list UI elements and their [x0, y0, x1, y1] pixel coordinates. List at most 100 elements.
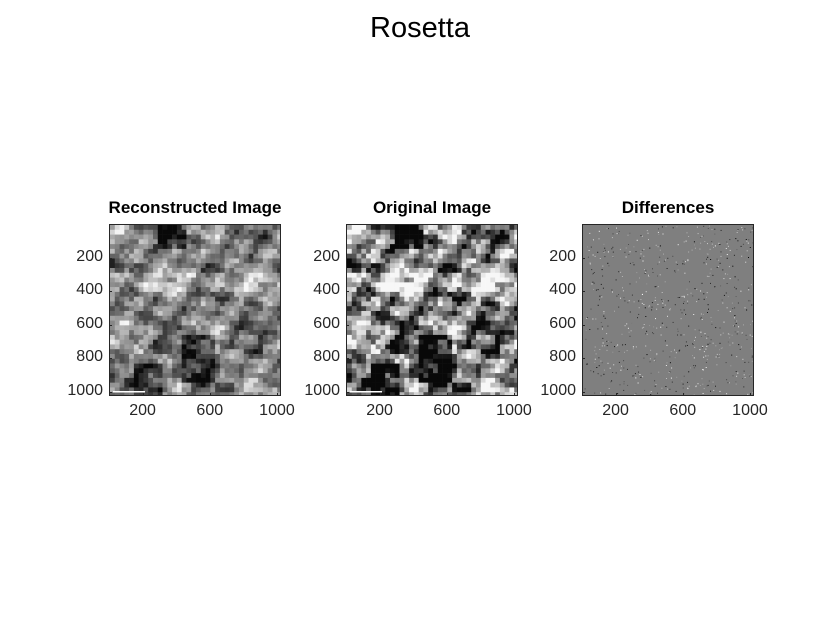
noise-pixel: [750, 284, 752, 286]
image-pixel: [172, 320, 178, 326]
image-pixel: [447, 272, 453, 278]
noise-pixel: [659, 274, 661, 276]
image-pixel: [267, 296, 273, 302]
image-pixel: [504, 320, 510, 326]
image-pixel: [476, 301, 482, 307]
noise-pixel: [704, 333, 706, 335]
image-pixel: [234, 306, 240, 312]
image-pixel: [129, 363, 135, 369]
noise-pixel: [738, 344, 740, 346]
image-pixel: [186, 253, 192, 259]
image-pixel: [114, 296, 120, 302]
image-pixel: [504, 296, 510, 302]
image-pixel: [499, 330, 505, 336]
image-pixel: [437, 225, 443, 231]
image-pixel: [428, 344, 434, 350]
image-pixel: [428, 282, 434, 288]
y-tick-mark: [346, 358, 349, 360]
image-pixel: [370, 263, 376, 269]
image-pixel: [456, 301, 462, 307]
noise-pixel: [597, 373, 599, 375]
image-pixel: [461, 277, 467, 283]
noise-pixel: [605, 393, 607, 395]
image-pixel: [181, 377, 187, 383]
image-pixel: [119, 363, 125, 369]
image-pixel: [347, 320, 353, 326]
noise-pixel: [635, 281, 637, 283]
image-pixel: [133, 320, 139, 326]
image-pixel: [186, 339, 192, 345]
noise-pixel: [723, 294, 725, 296]
image-pixel: [433, 382, 439, 388]
image-pixel: [390, 301, 396, 307]
image-pixel: [143, 311, 149, 317]
y-tick-label: 1000: [540, 381, 576, 399]
noise-pixel: [740, 245, 742, 247]
y-tick-label: 800: [549, 348, 576, 366]
image-pixel: [167, 392, 173, 395]
image-pixel: [114, 349, 120, 355]
noise-pixel: [710, 259, 712, 260]
image-pixel: [196, 229, 202, 235]
image-pixel: [176, 296, 182, 302]
image-pixel: [428, 325, 434, 331]
image-pixel: [476, 268, 482, 274]
noise-pixel: [707, 384, 709, 386]
image-pixel: [129, 339, 135, 345]
image-pixel: [504, 301, 510, 307]
noise-pixel: [750, 231, 752, 233]
image-pixel: [356, 344, 362, 350]
image-pixel: [466, 263, 472, 269]
image-pixel: [418, 248, 424, 254]
noise-pixel: [593, 272, 595, 273]
image-pixel: [514, 244, 517, 250]
image-pixel: [124, 325, 130, 331]
image-pixel: [466, 296, 472, 302]
image-pixel: [361, 311, 367, 317]
image-pixel: [153, 334, 159, 340]
image-pixel: [351, 268, 357, 274]
image-pixel: [409, 368, 415, 374]
image-pixel: [129, 315, 135, 321]
noise-pixel: [638, 371, 639, 373]
image-pixel: [186, 315, 192, 321]
image-pixel: [409, 377, 415, 383]
image-pixel: [133, 349, 139, 355]
image-pixel: [172, 315, 178, 321]
image-pixel: [509, 268, 515, 274]
image-pixel: [210, 320, 216, 326]
noise-pixel: [737, 302, 739, 304]
image-pixel: [447, 282, 453, 288]
image-pixel: [167, 248, 173, 254]
image-pixel: [196, 311, 202, 317]
image-pixel: [258, 325, 264, 331]
image-pixel: [129, 311, 135, 317]
image-pixel: [452, 358, 458, 364]
image-pixel: [186, 263, 192, 269]
image-pixel: [423, 258, 429, 264]
image-pixel: [476, 320, 482, 326]
image-pixel: [157, 248, 163, 254]
image-pixel: [442, 291, 448, 297]
image-pixel: [466, 315, 472, 321]
image-pixel: [114, 320, 120, 326]
image-pixel: [186, 258, 192, 264]
image-pixel: [480, 358, 486, 364]
image-pixel: [428, 382, 434, 388]
image-pixel: [366, 282, 372, 288]
image-pixel: [485, 239, 491, 245]
image-pixel: [162, 320, 168, 326]
image-pixel: [205, 272, 211, 278]
image-pixel: [258, 291, 264, 297]
image-pixel: [186, 334, 192, 340]
image-pixel: [347, 234, 353, 240]
noise-pixel: [738, 326, 740, 328]
image-pixel: [495, 330, 501, 336]
image-pixel: [181, 392, 187, 395]
noise-pixel: [648, 306, 650, 308]
image-pixel: [234, 339, 240, 345]
image-pixel: [258, 363, 264, 369]
image-pixel: [385, 363, 391, 369]
image-pixel: [176, 320, 182, 326]
image-pixel: [248, 382, 254, 388]
